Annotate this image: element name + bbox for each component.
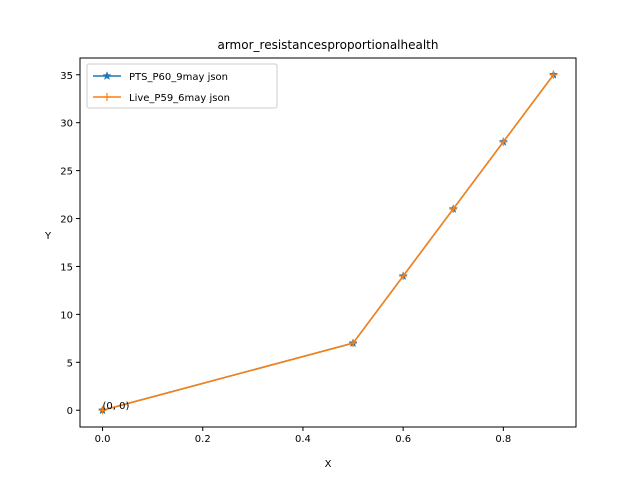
annotation-layer: (0, 0) — [103, 401, 130, 412]
x-axis: 0.0 0.2 0.4 0.6 0.8 — [95, 427, 511, 445]
y-axis-label: Y — [44, 231, 52, 242]
y-tick-label: 5 — [67, 358, 73, 369]
x-tick-label: 0.2 — [195, 434, 211, 445]
legend-entry: PTS_P60_9may json — [93, 71, 228, 83]
x-tick-label: 0.4 — [295, 434, 311, 445]
legend: PTS_P60_9may json Live_P59_6may json — [86, 63, 278, 109]
plot-area — [79, 57, 577, 428]
x-tick-label: 0.0 — [95, 434, 111, 445]
y-axis: 0 5 10 15 20 25 30 35 — [60, 71, 80, 417]
x-tick-label: 0.8 — [495, 434, 511, 445]
data-point — [399, 272, 408, 281]
legend-marker — [103, 93, 111, 101]
data-point — [349, 339, 358, 348]
legend-label: PTS_P60_9may json — [129, 72, 228, 83]
y-tick-label: 15 — [60, 262, 73, 273]
y-tick-label: 20 — [60, 215, 73, 226]
data-point — [98, 406, 107, 415]
data-point — [499, 137, 508, 146]
x-tick-label: 0.6 — [395, 434, 411, 445]
legend-entry: Live_P59_6may json — [93, 93, 230, 104]
plot-frame — [79, 57, 577, 428]
legend-box — [86, 63, 278, 109]
legend-marker — [102, 71, 112, 80]
series-line — [102, 74, 555, 411]
y-tick-label: 0 — [67, 406, 73, 417]
point-annotation: (0, 0) — [103, 401, 130, 412]
data-point — [449, 204, 458, 213]
y-tick-label: 25 — [60, 167, 73, 178]
series-layer — [97, 69, 559, 415]
y-tick-label: 10 — [60, 310, 73, 321]
y-tick-label: 30 — [60, 119, 73, 130]
x-axis-label: X — [325, 459, 332, 470]
chart-title: armor_resistancesproportionalhealth — [217, 38, 438, 52]
series-1 — [97, 69, 559, 415]
series-line — [102, 74, 555, 411]
data-point — [549, 70, 558, 79]
legend-label: Live_P59_6may json — [129, 93, 230, 104]
series-2 — [98, 70, 558, 415]
y-tick-label: 35 — [60, 71, 73, 82]
